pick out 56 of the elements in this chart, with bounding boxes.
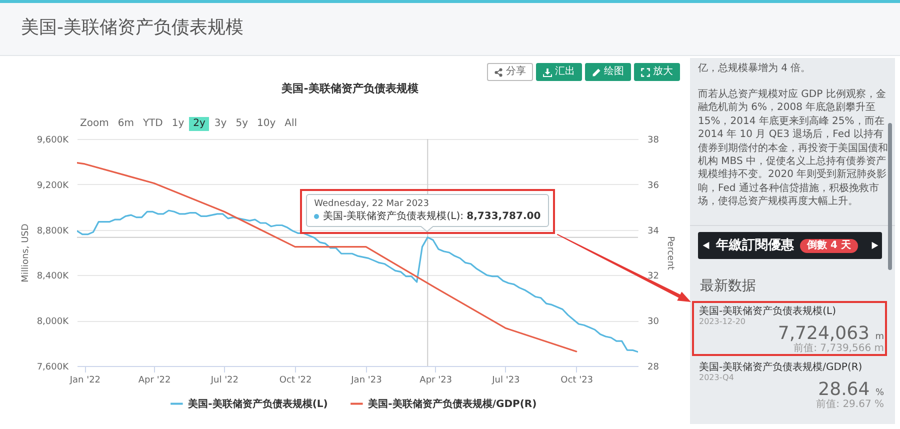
text: 28.64 % <box>818 379 884 400</box>
text: 前值: 7,739,566 m <box>794 343 884 355</box>
button: 绘图 <box>585 63 631 81</box>
text: 前值: 29.67 % <box>816 399 884 411</box>
text: 2023-12-20 <box>699 317 746 327</box>
annotation: Wednesday, 22 Mar 2023 <box>314 198 430 210</box>
y-tick-label: 8,400K <box>36 272 70 282</box>
text: 美国-美联储资产负债表规模 <box>21 16 244 40</box>
chart-title: 美国-美联储资产负债表规模 <box>280 82 420 96</box>
y2-tick-label: 38 <box>648 136 660 146</box>
text: 3y <box>213 117 228 131</box>
tooltip: Wednesday, 22 Mar 2023 美国-美联储资产负债表规模(L): 8,733,787.00 <box>306 194 549 232</box>
legend-label: 美国-美联储资产负债表规模(L) <box>187 398 328 410</box>
y2-tick-label: 28 <box>648 362 660 372</box>
promo-banner: 年繳訂閱優惠 倒數 4 天 <box>698 232 882 259</box>
y2-axis-title: Percent <box>664 236 675 270</box>
button: 汇出 <box>536 63 582 81</box>
legend-label: 美国-美联储资产负债表规模/GDP(R) <box>367 398 537 410</box>
line-series <box>77 162 578 352</box>
x-tick-label: Jul '23 <box>491 376 520 386</box>
text: 而若从总资产规模对应 GDP 比例观察，金融危机前为 6%，2008 年底急剧攀升至 15%，2014 年底更来到高峰 25%，而在 2014 年 10 月 QE3 退场后，Fed 以持有债券到期偿付的本金，再投资于美国国债和机构 MBS 中，促使名义上总持有债券资产规模维持不变。2020 年则受到新冠肺炎影响，Fed 通过各种信贷措施，积极挽救市场，使得总资产规模再度大幅上升。 <box>698 89 888 208</box>
x-tick-label: Jan '22 <box>68 376 101 386</box>
y-tick-label: 9,600K <box>36 136 70 146</box>
x-tick-label: Apr '23 <box>420 376 452 386</box>
y2-tick-label: 32 <box>648 272 659 282</box>
range-button: 2y <box>189 117 210 131</box>
text: 美国-美联储资产负债表规模/GDP(R) <box>699 362 862 374</box>
text: 2023-Q4 <box>699 373 734 383</box>
x-tick-label: Jan '23 <box>350 376 382 386</box>
annotation: 美国-美联储资产负债表规模(L): 8,733,787.00 <box>323 210 541 224</box>
text: Zoom <box>79 117 110 131</box>
text: 美国-美联储资产负债表规模(L) <box>699 306 836 318</box>
text: 5y <box>234 117 249 131</box>
y2-tick-label: 30 <box>648 317 660 328</box>
y-axis-title: Millions, USD <box>20 224 31 282</box>
text: All <box>284 117 298 131</box>
y-tick-label: 9,200K <box>36 180 70 191</box>
text: 10y <box>256 117 277 131</box>
y-tick-label: 7,600K <box>36 362 70 372</box>
line-series <box>77 210 638 353</box>
text: 1y <box>170 117 186 131</box>
x-tick-label: Oct '23 <box>560 376 594 386</box>
text: 最新数据 <box>700 278 756 295</box>
text: 6m <box>116 117 135 131</box>
x-tick-label: Jul '22 <box>210 376 239 386</box>
x-tick-label: Apr '22 <box>138 376 171 386</box>
button: 分享 <box>487 63 533 81</box>
y2-tick-label: 34 <box>648 226 660 236</box>
y-tick-label: 8,000K <box>36 317 70 328</box>
button: 放大 <box>634 63 680 81</box>
text: 7,724,063 m <box>778 323 884 344</box>
text: YTD <box>142 117 164 131</box>
x-tick-label: Oct '22 <box>279 376 312 386</box>
y-tick-label: 8,800K <box>36 226 70 236</box>
text: 亿，总规模暴增为 4 倍。 <box>698 62 812 76</box>
y2-tick-label: 36 <box>648 180 660 191</box>
